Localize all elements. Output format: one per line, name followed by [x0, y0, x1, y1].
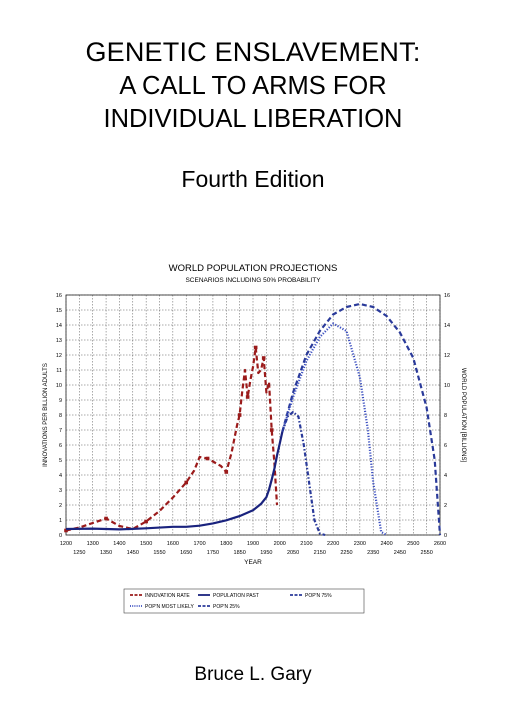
left-tick-label: 7 — [59, 428, 62, 434]
world-population-chart: WORLD POPULATION PROJECTIONS SCENARIOS IN… — [43, 263, 466, 614]
left-tick-label: 5 — [59, 458, 62, 464]
right-tick-label: 4 — [444, 473, 447, 479]
right-tick-label: 8 — [444, 413, 447, 419]
series-point-0 — [144, 519, 148, 524]
right-tick-label: 6 — [444, 443, 447, 449]
left-tick-label: 0 — [59, 533, 62, 539]
left-tick-label: 4 — [59, 473, 62, 479]
edition-label: Fourth Edition — [181, 166, 325, 192]
left-tick-label: 13 — [56, 338, 62, 344]
x-tick-label: 2150 — [314, 550, 326, 556]
series-point-0 — [261, 356, 266, 360]
x-tick-label: 2500 — [407, 541, 419, 547]
title-line-1: GENETIC ENSLAVEMENT: — [85, 37, 421, 67]
left-tick-label: 10 — [56, 383, 62, 389]
title-line-2: A CALL TO ARMS FOR — [119, 72, 387, 100]
x-tick-label: 2250 — [340, 550, 352, 556]
left-tick-label: 6 — [59, 443, 62, 449]
series-point-0 — [269, 428, 274, 432]
x-tick-label: 2400 — [380, 541, 392, 547]
left-tick-label: 15 — [56, 308, 62, 314]
x-tick-label: 2350 — [367, 550, 379, 556]
title-line-3: INDIVIDUAL LIBERATION — [103, 105, 403, 133]
x-tick-label: 2550 — [421, 550, 433, 556]
left-tick-label: 8 — [59, 413, 62, 419]
x-tick-label: 1300 — [87, 541, 99, 547]
right-tick-label: 16 — [444, 293, 450, 299]
x-tick-label: 2050 — [287, 550, 299, 556]
left-tick-label: 12 — [56, 353, 62, 359]
x-tick-label: 1250 — [73, 550, 85, 556]
series-line-2 — [281, 302, 442, 536]
x-tick-label: 1450 — [127, 550, 139, 556]
x-tick-label: 2600 — [434, 541, 446, 547]
series-line-3 — [281, 322, 388, 536]
legend-label: INNOVATION RATE — [145, 593, 190, 599]
x-tick-label: 1500 — [140, 541, 152, 547]
legend-label: POP'N 75% — [305, 593, 332, 599]
legend-box — [123, 588, 365, 614]
left-tick-label: 1 — [59, 518, 62, 524]
right-axis-label: WORLD POPULATION [BILLIONS] — [460, 368, 466, 463]
x-tick-label: 1700 — [193, 541, 205, 547]
right-tick-label: 12 — [444, 353, 450, 359]
series-point-0 — [205, 456, 210, 461]
legend-label: POPULATION PAST — [213, 593, 259, 599]
series-point-0 — [184, 480, 189, 485]
legend-label: POP'N MOST LIKELY — [145, 604, 195, 610]
left-axis-label: INNOVATIONS PER BILLION ADULTS — [43, 363, 49, 467]
cover-title: GENETIC ENSLAVEMENT: A CALL TO ARMS FOR … — [0, 34, 506, 136]
x-tick-label: 2100 — [300, 541, 312, 547]
series-line-1 — [65, 431, 284, 531]
x-tick-label: 1800 — [220, 541, 232, 547]
series-point-0 — [224, 470, 229, 474]
x-tick-label: 1550 — [153, 550, 165, 556]
chart-grid — [65, 294, 441, 536]
x-tick-label: 2200 — [327, 541, 339, 547]
right-tick-label: 2 — [444, 503, 447, 509]
left-tick-label: 9 — [59, 398, 62, 404]
series-line-4 — [281, 410, 326, 537]
right-tick-label: 14 — [444, 323, 450, 329]
series-point-0 — [104, 516, 108, 521]
series-point-0 — [245, 395, 250, 399]
x-tick-label: 1900 — [247, 541, 259, 547]
left-tick-label: 11 — [56, 368, 62, 374]
x-tick-label: 1950 — [260, 550, 272, 556]
series-line-0 — [65, 346, 279, 532]
legend-label: POP'N 25% — [213, 604, 240, 610]
right-tick-label: 0 — [444, 533, 447, 539]
chart-legend: INNOVATION RATE POPULATION PAST POP'N 75% P… — [123, 588, 365, 614]
x-tick-label: 1650 — [180, 550, 192, 556]
x-tick-label: 1750 — [207, 550, 219, 556]
x-tick-label: 1600 — [167, 541, 179, 547]
x-axis-label: YEAR — [244, 559, 262, 566]
series-point-0 — [64, 528, 68, 533]
x-tick-label: 1850 — [234, 550, 246, 556]
plot-frame — [65, 294, 441, 536]
author-name: Bruce L. Gary — [194, 664, 312, 685]
left-tick-label: 2 — [59, 503, 62, 509]
x-tick-label: 1350 — [100, 550, 112, 556]
left-tick-label: 14 — [56, 323, 62, 329]
chart-subtitle: SCENARIOS INCLUDING 50% PROBABILITY — [185, 277, 321, 284]
x-tick-label: 2450 — [394, 550, 406, 556]
x-tick-label: 1400 — [113, 541, 125, 547]
left-tick-label: 3 — [59, 488, 62, 494]
chart-title: WORLD POPULATION PROJECTIONS — [169, 263, 338, 274]
series-point-0 — [253, 345, 258, 350]
x-tick-label: 1200 — [60, 541, 72, 547]
series-point-0 — [237, 413, 242, 417]
left-tick-label: 16 — [56, 293, 62, 299]
x-tick-label: 2000 — [274, 541, 286, 547]
right-tick-label: 10 — [444, 383, 450, 389]
x-tick-label: 2300 — [354, 541, 366, 547]
